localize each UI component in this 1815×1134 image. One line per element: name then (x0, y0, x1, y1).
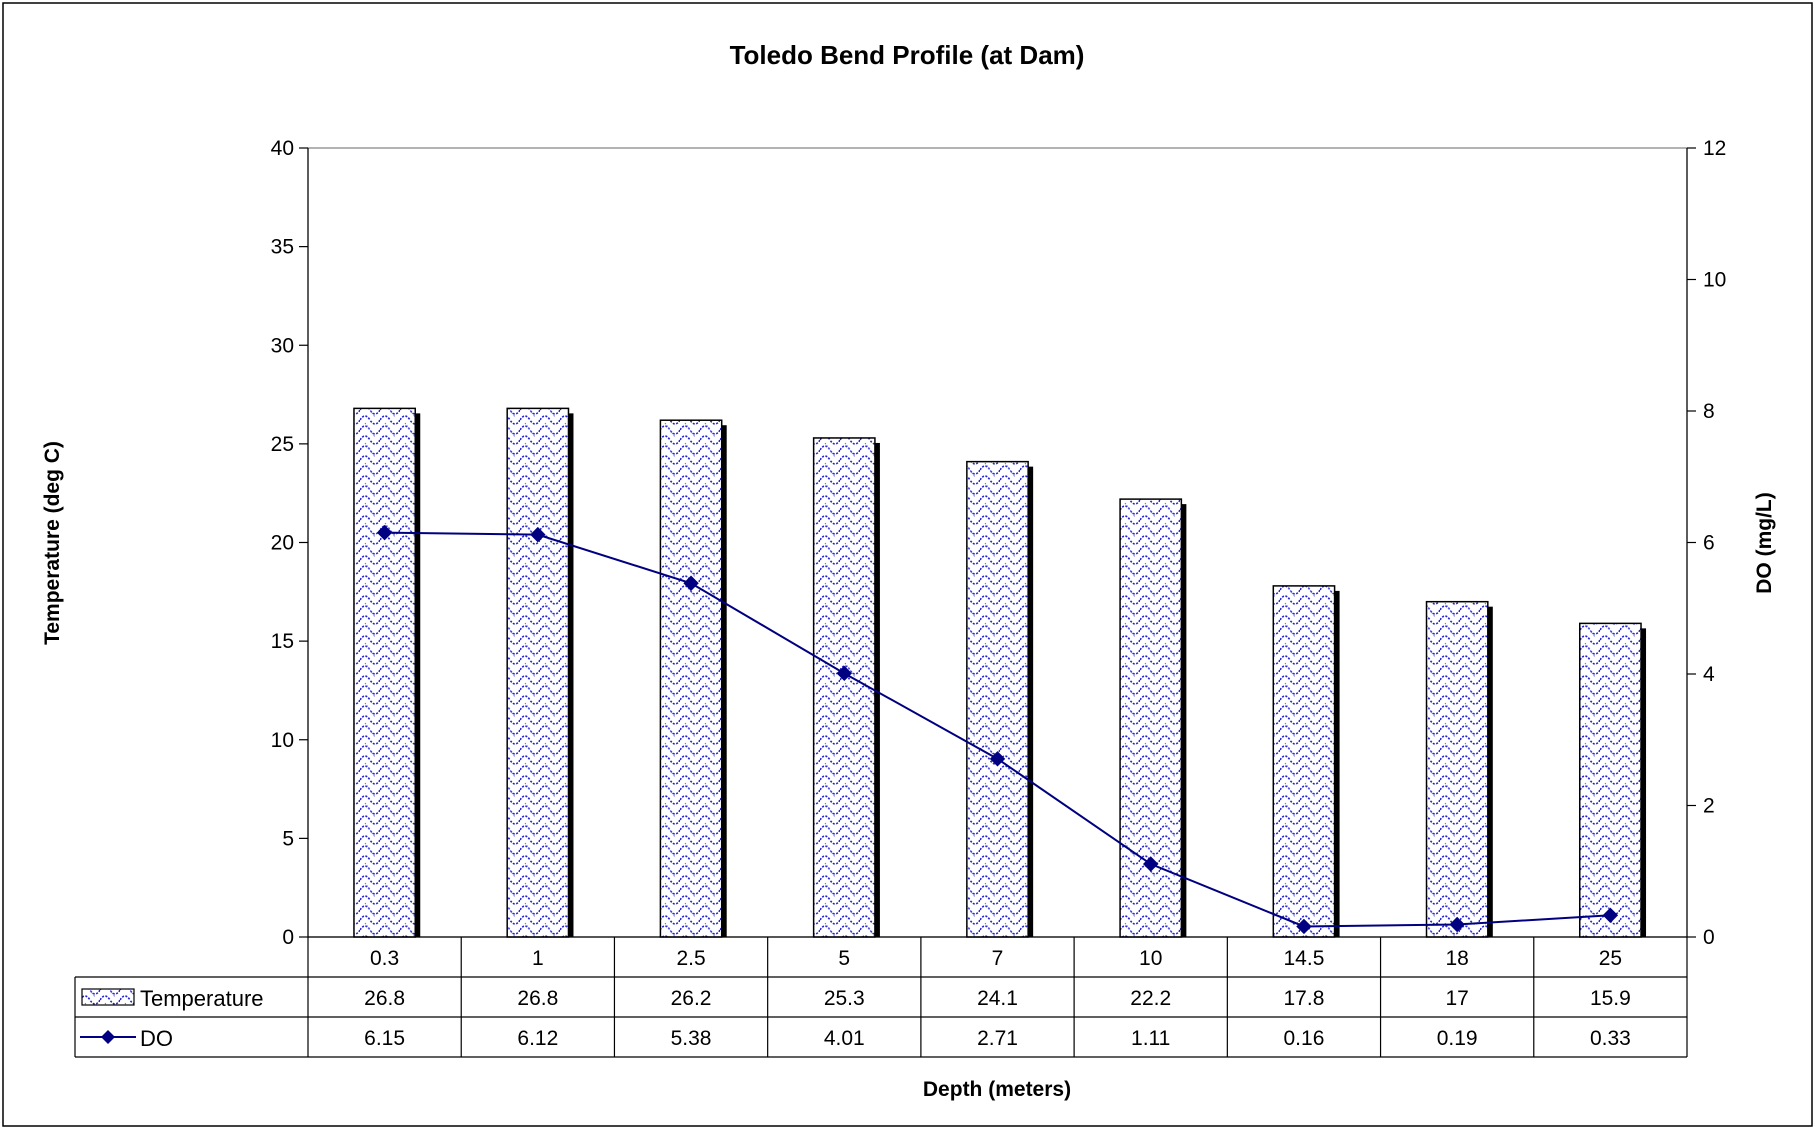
y-tick-label: 0 (282, 926, 294, 949)
do-data-label: 1.11 (1131, 1027, 1170, 1050)
x-tick-label: 10 (1139, 947, 1162, 970)
temperature-data-label: 26.8 (517, 987, 558, 1010)
y-tick-label: 10 (271, 729, 294, 752)
temperature-bar (1425, 600, 1489, 938)
x-tick-label: 14.5 (1284, 947, 1325, 970)
y2-tick-label: 4 (1703, 663, 1715, 686)
y-tick-label: 35 (271, 236, 294, 259)
temperature-bar (506, 407, 570, 938)
y-tick-label: 25 (271, 433, 294, 456)
do-marker (530, 526, 546, 543)
temperature-bar (353, 407, 417, 938)
y2-tick-label: 0 (1703, 926, 1715, 949)
y2-tick-label: 6 (1703, 532, 1715, 555)
y2-tick-label: 2 (1703, 795, 1715, 818)
do-line-series (376, 524, 1619, 935)
temperature-data-label: 17 (1445, 987, 1468, 1010)
y2-tick-label: 8 (1703, 400, 1715, 423)
do-marker (1296, 918, 1312, 935)
y2-tick-label: 12 (1703, 137, 1726, 160)
y-tick-label: 15 (271, 630, 294, 653)
temperature-data-label: 17.8 (1284, 987, 1325, 1010)
temperature-data-label: 24.1 (977, 987, 1018, 1010)
data-table: 0.3 26.8 6.15 1 26.8 6.12 2.5 26.2 5.38 5 25.3 4.01… (74, 936, 1688, 1058)
temperature-bar (1578, 622, 1642, 938)
x-tick-label: 2.5 (676, 947, 705, 970)
y2-axis-ticks: 0 2 4 6 8 10 12 (1686, 137, 1726, 949)
do-data-label: 6.15 (364, 1027, 405, 1050)
temperature-data-label: 26.8 (364, 987, 405, 1010)
temperature-data-label: 26.2 (671, 987, 712, 1010)
temperature-bar (812, 437, 876, 938)
do-marker (1143, 856, 1159, 872)
legend-label-do: DO (140, 1026, 173, 1051)
y-tick-label: 20 (271, 532, 294, 555)
temperature-data-label: 15.9 (1590, 987, 1631, 1010)
do-marker (1449, 916, 1465, 933)
x-axis-title: Depth (meters) (923, 1078, 1071, 1101)
legend-key-do-marker (101, 1030, 115, 1044)
x-tick-label: 0.3 (370, 947, 399, 970)
do-marker (836, 665, 852, 682)
do-data-label: 2.71 (977, 1027, 1018, 1050)
y2-axis-title: DO (mg/L) (1753, 492, 1776, 593)
do-data-label: 6.12 (517, 1027, 558, 1050)
do-data-label: 5.38 (671, 1027, 712, 1050)
temperature-bar (1272, 585, 1336, 938)
do-data-label: 0.33 (1590, 1027, 1631, 1050)
chart-title: Toledo Bend Profile (at Dam) (730, 40, 1085, 70)
do-data-label: 0.19 (1437, 1027, 1478, 1050)
do-marker (989, 751, 1006, 767)
x-tick-label: 18 (1445, 947, 1468, 970)
y-tick-label: 30 (271, 334, 294, 357)
temperature-bar (966, 460, 1029, 938)
do-data-label: 4.01 (824, 1027, 865, 1050)
y2-tick-label: 10 (1703, 269, 1726, 292)
x-tick-label: 5 (838, 947, 850, 970)
y-tick-label: 40 (271, 137, 294, 160)
y-tick-label: 5 (282, 827, 294, 850)
x-tick-label: 1 (532, 947, 544, 970)
do-marker (683, 575, 699, 591)
do-marker (1602, 907, 1619, 924)
temperature-bars (353, 407, 1647, 938)
temperature-bar (659, 419, 723, 938)
x-tick-label: 25 (1599, 947, 1622, 970)
legend-label-temperature: Temperature (140, 986, 264, 1011)
do-data-label: 0.16 (1284, 1027, 1325, 1050)
y-axis-ticks: 0 5 10 15 20 25 30 35 40 (271, 137, 309, 949)
legend-key-temperature (81, 988, 135, 1006)
x-tick-label: 7 (992, 947, 1004, 970)
do-marker (376, 524, 393, 541)
temperature-data-label: 25.3 (824, 987, 865, 1010)
y-axis-title: Temperature (deg C) (41, 441, 64, 645)
temperature-data-label: 22.2 (1130, 987, 1171, 1010)
